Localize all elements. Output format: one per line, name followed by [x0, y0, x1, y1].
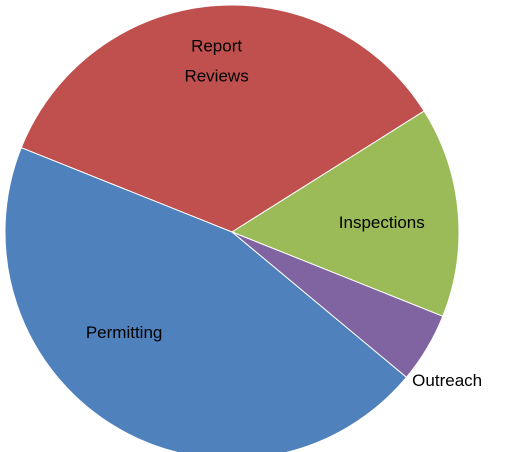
- pie-slice: [230, 110, 460, 317]
- slice-label: Outreach: [412, 371, 482, 390]
- slice-label: Inspections: [339, 213, 425, 232]
- pie-slice: [20, 4, 425, 233]
- pie-slice: [4, 147, 408, 452]
- slice-label: Permitting: [86, 323, 163, 342]
- slice-label: Report Reviews: [184, 37, 248, 86]
